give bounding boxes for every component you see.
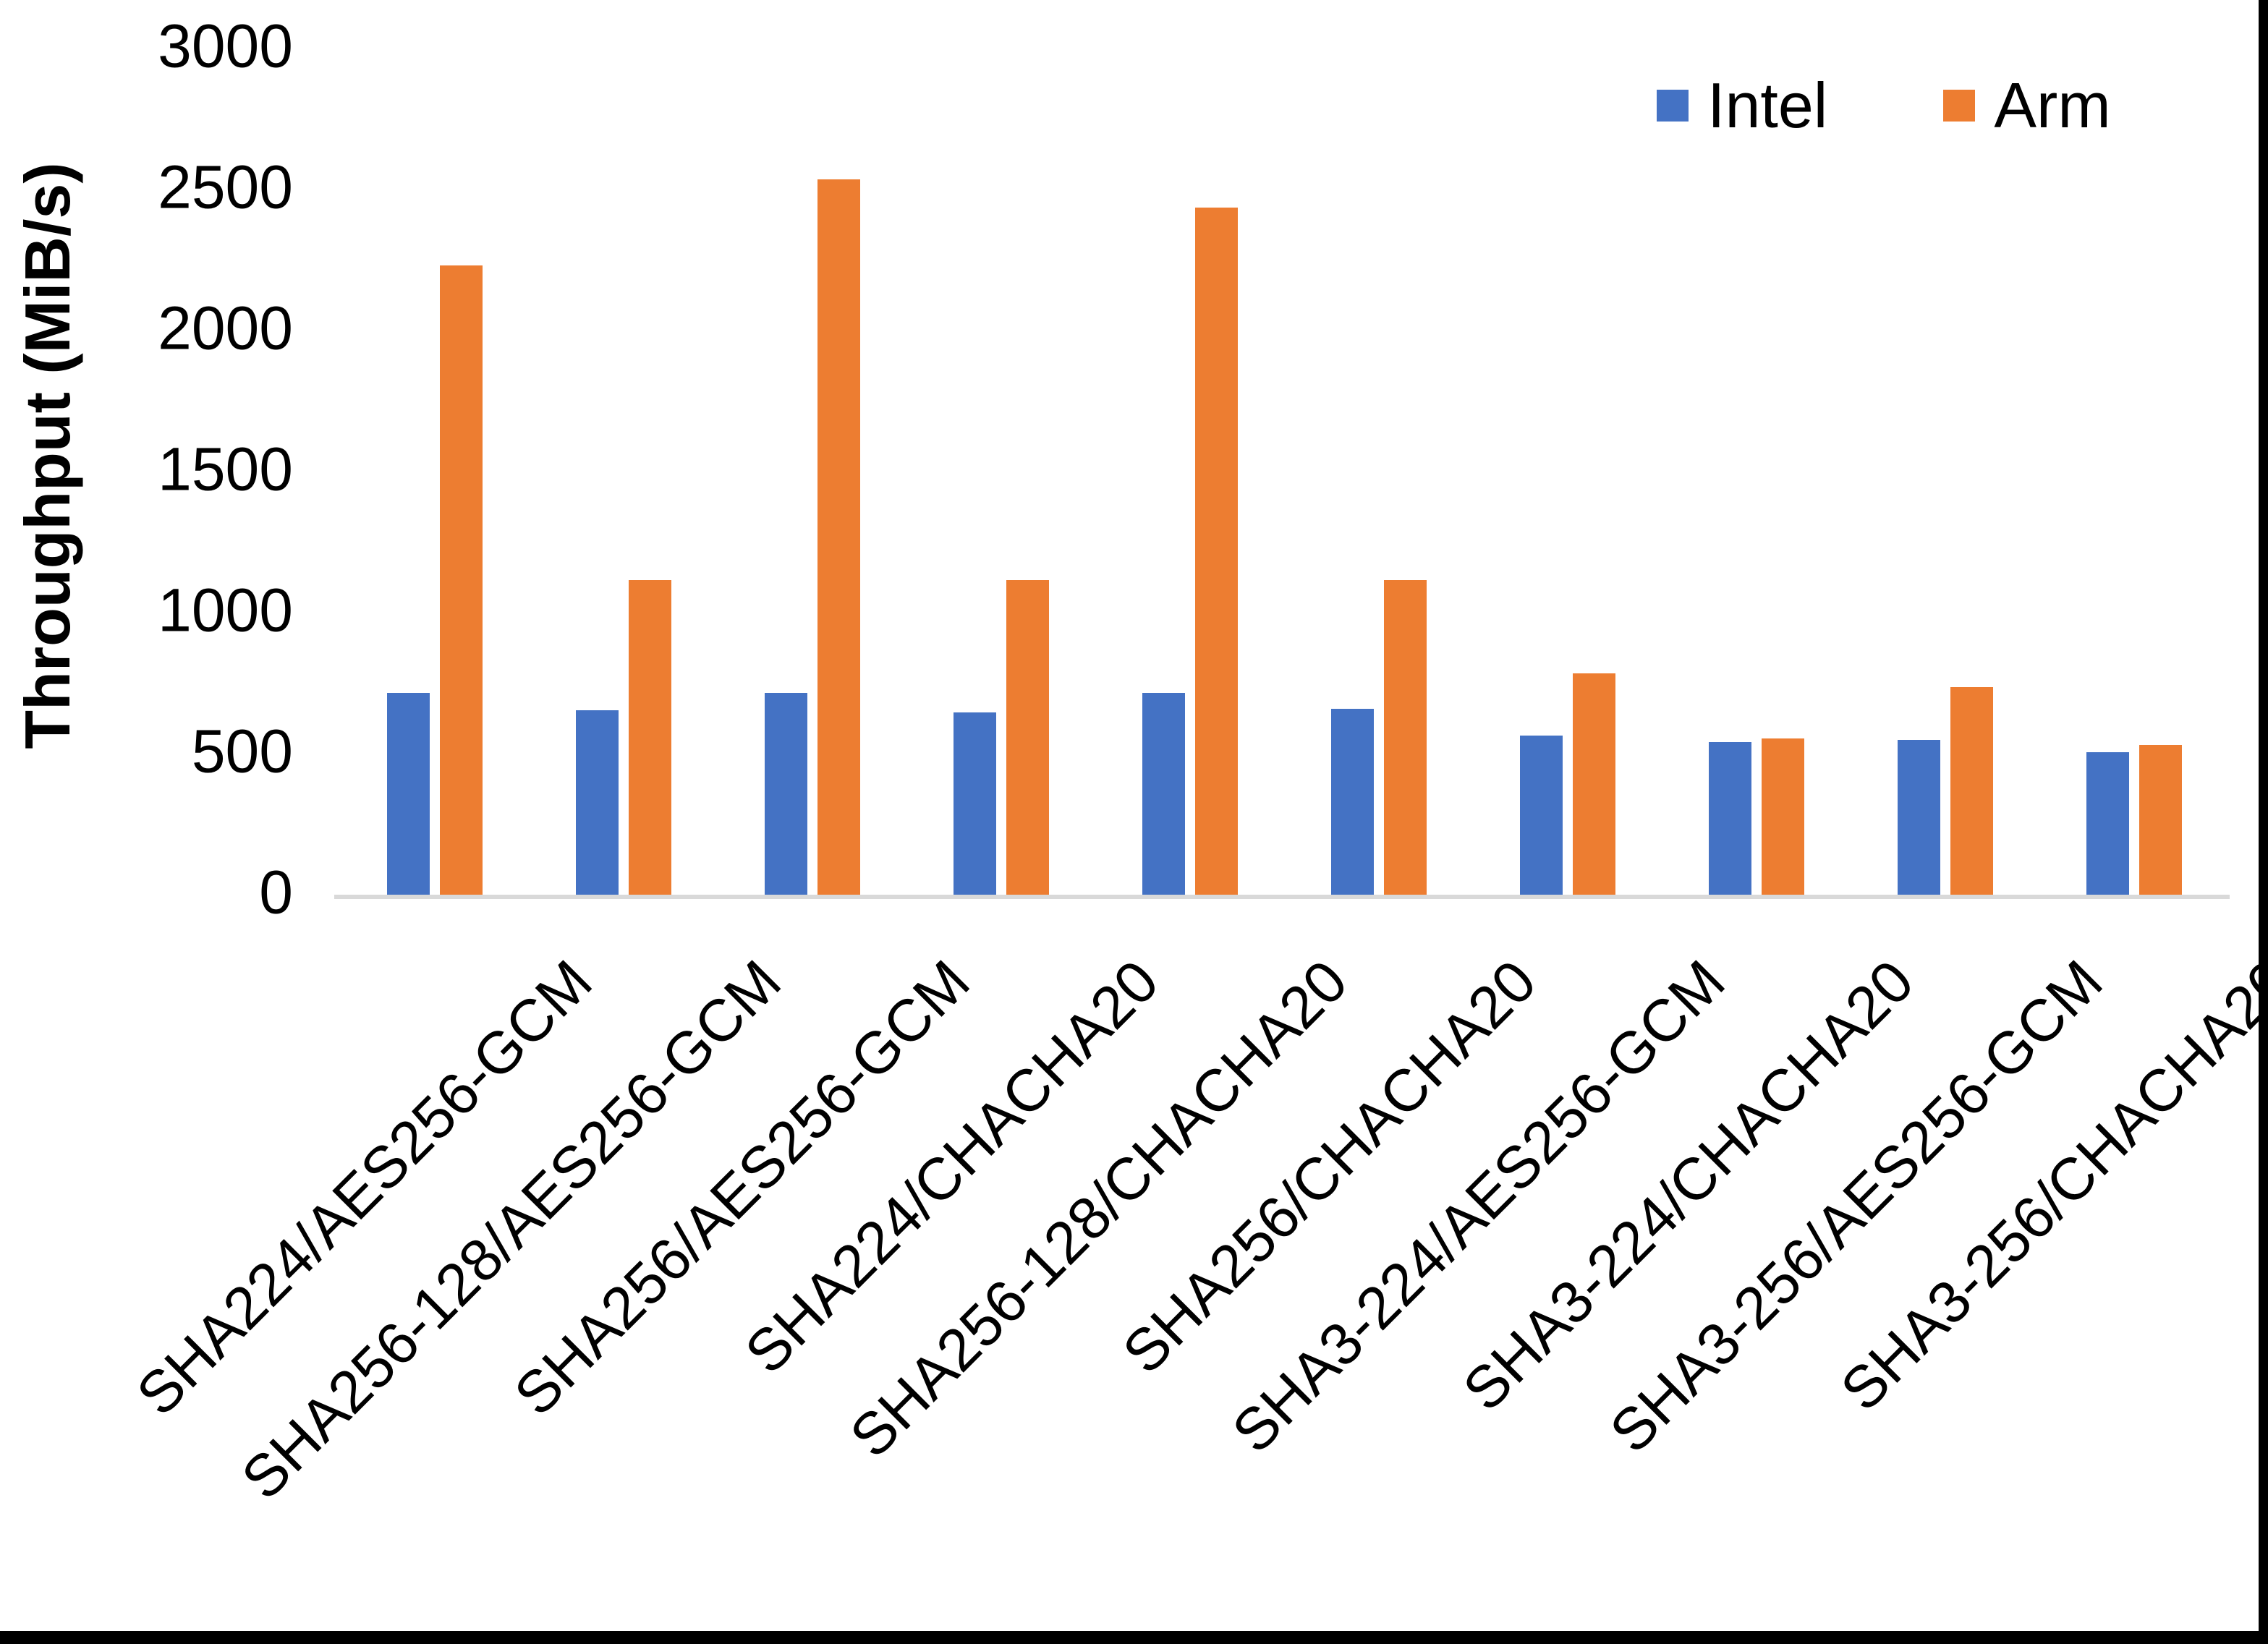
y-tick-label: 2000 xyxy=(158,294,293,362)
legend-swatch-arm xyxy=(1943,90,1976,122)
y-tick-label: 0 xyxy=(259,858,293,927)
bar-intel xyxy=(1142,693,1185,895)
bar-intel xyxy=(953,712,996,895)
legend-label-arm: Arm xyxy=(1994,69,2111,141)
x-axis-line xyxy=(334,895,2230,899)
figure-border-right xyxy=(2259,0,2268,1644)
y-tick-label: 500 xyxy=(191,717,293,785)
bar-arm xyxy=(439,265,483,895)
bar-intel xyxy=(1708,742,1751,895)
y-tick-label: 1000 xyxy=(158,576,293,644)
bar-intel xyxy=(1519,735,1563,895)
bar-arm xyxy=(628,580,671,895)
bar-intel xyxy=(1897,739,1940,895)
bar-intel xyxy=(575,710,619,895)
bar-intel xyxy=(764,693,807,895)
legend: Intel Arm xyxy=(1657,69,2111,142)
bar-intel xyxy=(2086,752,2129,895)
bar-arm xyxy=(1572,673,1615,895)
bar-arm xyxy=(1950,687,1993,895)
bar-arm xyxy=(1761,738,1804,895)
bar-intel xyxy=(1330,708,1374,895)
bar-arm xyxy=(1383,580,1427,895)
legend-label-intel: Intel xyxy=(1707,69,1828,141)
bar-arm xyxy=(1194,208,1238,895)
figure-border-bottom xyxy=(0,1631,2268,1644)
bar-arm xyxy=(817,179,860,895)
y-tick-label: 2500 xyxy=(158,153,293,221)
bar-arm xyxy=(2139,745,2182,895)
y-tick-label: 3000 xyxy=(158,12,293,80)
legend-item-intel: Intel xyxy=(1657,69,1827,142)
bar-intel xyxy=(386,693,430,895)
y-tick-label: 1500 xyxy=(158,435,293,503)
bar-arm xyxy=(1006,580,1049,895)
legend-item-arm: Arm xyxy=(1943,69,2111,142)
legend-swatch-intel xyxy=(1657,90,1689,122)
